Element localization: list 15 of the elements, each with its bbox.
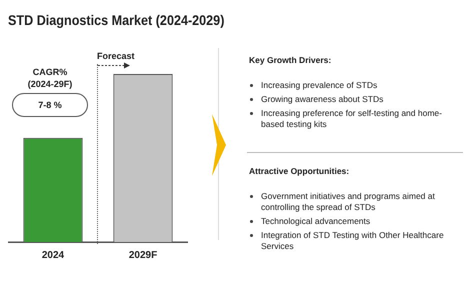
text: Increasing preference for self-testing and home-based testing kits — [261, 108, 443, 130]
x-tick-label: 2024 — [42, 250, 65, 261]
x-tick-label: 2029F — [128, 250, 158, 261]
annotation: 7-8 % — [12, 93, 88, 117]
text: Technological advancements — [261, 216, 370, 227]
text: Forecast — [97, 51, 135, 61]
text: Integration of STD Testing with Other Healthcare Services — [261, 230, 445, 252]
text: Increasing prevalence of STDs — [261, 80, 378, 91]
annotation: (2024-29F) — [26, 78, 74, 90]
text: Government initiatives and programs aimed at controlling the spread of STDs — [261, 191, 436, 213]
text: Key Growth Drivers: — [249, 55, 332, 66]
text: Attractive Opportunities: — [249, 166, 350, 177]
text: Growing awareness about STDs — [261, 94, 384, 105]
annotation: CAGR% — [32, 66, 68, 78]
chart-title: STD Diagnostics Market (2024-2029) — [8, 12, 224, 28]
